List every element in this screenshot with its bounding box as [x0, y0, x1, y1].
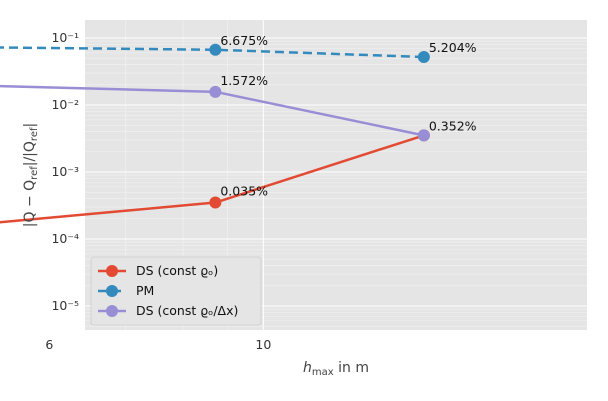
data-point: [417, 129, 430, 142]
x-axis-label: hmax in m: [303, 360, 369, 378]
y-tick-label: 10⁻⁴: [51, 231, 79, 246]
major-gridlines: [48, 20, 587, 330]
series-line: [0, 84, 425, 137]
data-labels: 0.035%0.011%0.001%5.204%6.675%7.634%8.36…: [220, 33, 477, 199]
data-point: [209, 85, 222, 98]
series-line: [0, 46, 424, 59]
legend-marker: [106, 285, 118, 297]
data-point: [209, 43, 222, 56]
series-layer: [0, 43, 430, 224]
data-point: [417, 51, 430, 64]
data-label: 1.572%: [220, 73, 268, 88]
legend-marker: [106, 265, 118, 277]
legend-entry-label: DS (const ϱₒ): [136, 263, 218, 278]
x-tick-label: 10: [255, 337, 271, 352]
legend: DS (const ϱₒ) PM DS (const ϱₒ/Δx): [90, 256, 262, 326]
legend-entry-label: PM: [136, 283, 154, 298]
tick-labels: 10⁻¹10⁻²10⁻³10⁻⁴10⁻⁵106432: [45, 30, 271, 352]
y-axis-label: |Q − Qref|/|Qref|: [22, 123, 40, 227]
y-tick-label: 10⁻¹: [51, 30, 79, 45]
legend-box: [90, 256, 262, 326]
y-tick-label: 10⁻³: [51, 164, 79, 179]
legend-entry-label: DS (const ϱₒ/Δx): [136, 303, 238, 318]
x-tick-label: 6: [45, 337, 53, 352]
data-point: [209, 196, 222, 209]
legend-marker: [106, 305, 118, 317]
data-label: 0.352%: [429, 118, 477, 133]
y-tick-label: 10⁻⁵: [51, 298, 79, 313]
data-label: 5.204%: [429, 40, 477, 55]
data-label: 6.675%: [220, 33, 268, 48]
y-tick-label: 10⁻²: [51, 97, 79, 112]
series-line: [0, 134, 425, 224]
data-label: 0.035%: [220, 184, 268, 199]
